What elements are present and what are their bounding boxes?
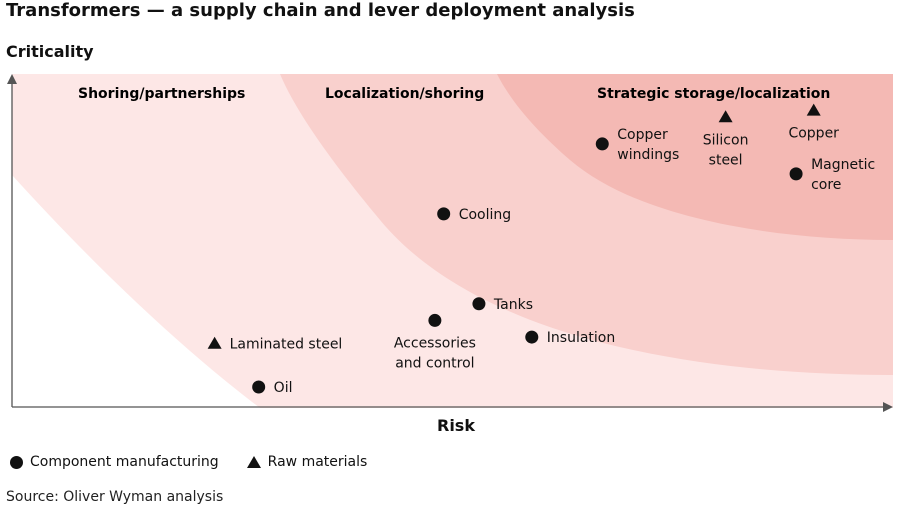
source-note: Source: Oliver Wyman analysis	[6, 489, 224, 505]
point-copper	[806, 103, 821, 116]
point-label-copper-windings: Copper windings	[617, 127, 679, 163]
data-points: Oil Accessories and control Tanks Insulation…	[207, 103, 875, 396]
point-label-cooling: Cooling	[459, 207, 511, 223]
x-axis	[12, 402, 893, 412]
zone-label-localization-shoring: Localization/shoring	[325, 86, 484, 102]
point-silicon-steel	[718, 110, 733, 123]
triangle-marker-icon	[246, 456, 261, 468]
point-insulation	[525, 330, 539, 344]
y-axis-label: Criticality	[6, 42, 94, 61]
point-label-laminated-steel: Laminated steel	[230, 337, 343, 353]
circle-marker-icon	[10, 455, 23, 469]
chart-title: Transformers — a supply chain and lever …	[6, 0, 635, 21]
point-label-silicon-steel: Silicon steel	[703, 132, 749, 168]
zone-label-shoring-partnerships: Shoring/partnerships	[78, 86, 245, 102]
legend-item-component-manufacturing: Component manufacturing	[10, 454, 219, 470]
legend: Component manufacturing Raw materials	[10, 454, 395, 470]
zone-strategic-storage	[497, 74, 893, 240]
point-label-accessories-and-control: Accessories and control	[394, 335, 476, 371]
point-tanks	[472, 297, 486, 311]
point-label-insulation: Insulation	[547, 330, 615, 346]
point-laminated-steel	[207, 336, 222, 349]
x-axis-label: Risk	[437, 416, 475, 435]
chart-plot: Shoring/partnerships Localization/shorin…	[7, 74, 893, 412]
legend-label: Raw materials	[267, 454, 368, 470]
point-label-copper: Copper	[788, 126, 839, 142]
point-label-magnetic-core: Magnetic core	[811, 157, 875, 193]
zone-label-strategic-storage: Strategic storage/localization	[597, 86, 830, 102]
point-copper-windings	[595, 137, 609, 151]
legend-label: Component manufacturing	[30, 454, 219, 470]
point-label-oil: Oil	[274, 380, 293, 396]
point-oil	[252, 380, 266, 394]
point-cooling	[437, 207, 451, 221]
point-accessories-and-control	[428, 313, 442, 327]
point-magnetic-core	[789, 167, 803, 181]
legend-item-raw-materials: Raw materials	[246, 454, 368, 470]
y-axis	[7, 74, 17, 407]
point-label-tanks: Tanks	[493, 297, 533, 313]
